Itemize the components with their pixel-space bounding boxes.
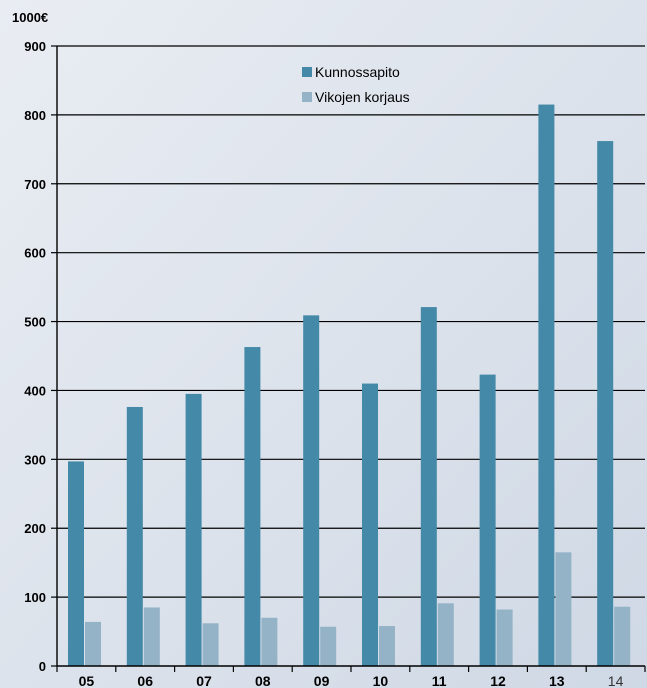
unit-label: 1000€: [12, 10, 48, 25]
x-tick-label-06: 06: [137, 673, 153, 688]
legend-label-kunnossapito: Kunnossapito: [315, 64, 400, 80]
bar-kunnossapito-08: [244, 347, 261, 666]
y-tick-label: 300: [24, 452, 46, 467]
y-axis-ticks: 0 100 200 300 400 500 600 700 800 900: [24, 39, 57, 674]
y-tick-label: 700: [24, 177, 46, 192]
bar-vikojen-korjaus-13: [555, 552, 572, 666]
bar-kunnossapito-07: [185, 393, 202, 666]
legend-swatch-vikojen-korjaus: [302, 92, 312, 102]
legend-swatch-kunnossapito: [302, 67, 312, 77]
legend-label-vikojen-korjaus: Vikojen korjaus: [315, 89, 410, 105]
x-tick-label-14: 14: [608, 673, 624, 688]
bar-vikojen-korjaus-10: [379, 626, 395, 666]
bar-kunnossapito-12: [479, 374, 496, 666]
x-tick-label-11: 11: [432, 673, 447, 688]
bar-kunnossapito-10: [362, 383, 378, 666]
x-tick-label-10: 10: [373, 673, 389, 688]
y-tick-label: 500: [24, 315, 46, 330]
bar-kunnossapito-14: [597, 141, 614, 667]
x-tick-label-08: 08: [255, 673, 271, 688]
bar-kunnossapito-05: [68, 461, 84, 666]
y-tick-label: 800: [24, 108, 46, 123]
bar-kunnossapito-11: [420, 307, 437, 666]
y-tick-label: 0: [39, 659, 46, 674]
bar-vikojen-korjaus-05: [85, 621, 101, 666]
bar-vikojen-korjaus-07: [202, 623, 219, 666]
y-tick-label: 600: [24, 246, 46, 261]
legend: Kunnossapito Vikojen korjaus: [302, 64, 410, 105]
bar-kunnossapito-06: [126, 406, 143, 666]
x-tick-label-12: 12: [490, 673, 506, 688]
y-tick-label: 200: [24, 521, 46, 536]
y-tick-label: 400: [24, 383, 46, 398]
x-tick-label-09: 09: [314, 673, 330, 688]
bar-kunnossapito-13: [538, 104, 555, 667]
bar-vikojen-korjaus-06: [143, 607, 160, 666]
bar-vikojen-korjaus-09: [320, 626, 337, 666]
x-tick-label-07: 07: [196, 673, 212, 688]
bar-vikojen-korjaus-08: [261, 617, 278, 666]
bar-vikojen-korjaus-11: [437, 603, 454, 666]
bar-kunnossapito-09: [303, 315, 320, 666]
bar-vikojen-korjaus-14: [614, 606, 631, 666]
y-tick-label: 900: [24, 39, 46, 54]
x-axis-ticks: 05 06 07 08 09 10 11 12 13 14: [56, 666, 646, 688]
x-tick-label-13: 13: [549, 673, 565, 688]
y-tick-label: 100: [24, 590, 46, 605]
x-tick-label-05: 05: [79, 673, 95, 688]
bars: [68, 104, 631, 667]
bar-vikojen-korjaus-12: [496, 609, 513, 666]
gridlines: [57, 45, 645, 598]
